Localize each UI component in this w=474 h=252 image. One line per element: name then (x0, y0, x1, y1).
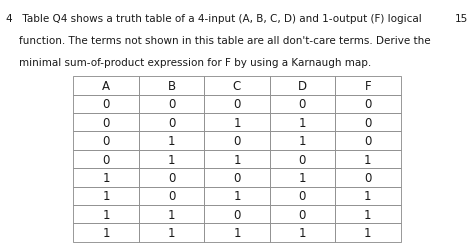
Text: 1: 1 (364, 190, 372, 203)
Bar (73, 95, 139, 114)
Text: 15: 15 (455, 14, 468, 24)
Bar (139, 132, 204, 150)
Text: 0: 0 (299, 190, 306, 203)
Text: C: C (233, 80, 241, 92)
Text: 0: 0 (168, 171, 175, 184)
Text: 1: 1 (299, 226, 306, 239)
Text: 0: 0 (364, 135, 372, 147)
Text: A: A (102, 80, 110, 92)
Text: 0: 0 (102, 116, 110, 129)
Bar (204, 187, 270, 205)
Bar (204, 224, 270, 242)
Bar (139, 95, 204, 114)
Bar (335, 114, 401, 132)
Text: B: B (167, 80, 176, 92)
Text: 1: 1 (233, 226, 241, 239)
Bar (139, 224, 204, 242)
Text: 0: 0 (102, 98, 110, 111)
Text: 1: 1 (364, 153, 372, 166)
Bar (73, 169, 139, 187)
Text: D: D (298, 80, 307, 92)
Bar (73, 132, 139, 150)
Bar (270, 187, 335, 205)
Bar (139, 169, 204, 187)
Bar (73, 187, 139, 205)
Text: 1: 1 (168, 135, 175, 147)
Text: 0: 0 (364, 116, 372, 129)
Bar (73, 205, 139, 224)
Bar (270, 150, 335, 169)
Text: 1: 1 (102, 208, 110, 221)
Bar (270, 77, 335, 95)
Text: function. The terms not shown in this table are all don't-care terms. Derive the: function. The terms not shown in this ta… (6, 36, 430, 46)
Bar (270, 132, 335, 150)
Bar (139, 114, 204, 132)
Text: 1: 1 (233, 153, 241, 166)
Text: 0: 0 (168, 116, 175, 129)
Bar (335, 187, 401, 205)
Text: F: F (365, 80, 371, 92)
Bar (73, 150, 139, 169)
Text: 0: 0 (299, 208, 306, 221)
Bar (204, 132, 270, 150)
Text: 0: 0 (168, 98, 175, 111)
Text: 0: 0 (364, 98, 372, 111)
Text: 1: 1 (168, 226, 175, 239)
Bar (139, 205, 204, 224)
Text: 0: 0 (299, 98, 306, 111)
Bar (335, 95, 401, 114)
Bar (204, 114, 270, 132)
Bar (270, 114, 335, 132)
Bar (335, 77, 401, 95)
Text: 0: 0 (364, 171, 372, 184)
Text: 1: 1 (299, 135, 306, 147)
Text: 0: 0 (233, 208, 241, 221)
Text: 0: 0 (102, 153, 110, 166)
Text: 1: 1 (364, 226, 372, 239)
Text: 1: 1 (299, 116, 306, 129)
Bar (139, 150, 204, 169)
Text: 0: 0 (233, 98, 241, 111)
Text: 1: 1 (168, 153, 175, 166)
Bar (335, 224, 401, 242)
Bar (204, 205, 270, 224)
Text: 1: 1 (299, 171, 306, 184)
Text: 1: 1 (102, 226, 110, 239)
Bar (139, 77, 204, 95)
Bar (270, 95, 335, 114)
Text: 4   Table Q4 shows a truth table of a 4-input (A, B, C, D) and 1-output (F) logi: 4 Table Q4 shows a truth table of a 4-in… (6, 14, 421, 24)
Text: 0: 0 (299, 153, 306, 166)
Bar (73, 224, 139, 242)
Text: 0: 0 (233, 135, 241, 147)
Bar (73, 77, 139, 95)
Text: 0: 0 (233, 171, 241, 184)
Bar (270, 205, 335, 224)
Text: 1: 1 (102, 190, 110, 203)
Bar (335, 150, 401, 169)
Bar (204, 77, 270, 95)
Bar (335, 132, 401, 150)
Text: 0: 0 (168, 190, 175, 203)
Text: 1: 1 (233, 116, 241, 129)
Bar (139, 187, 204, 205)
Bar (73, 114, 139, 132)
Bar (204, 95, 270, 114)
Text: 1: 1 (168, 208, 175, 221)
Bar (335, 205, 401, 224)
Bar (204, 150, 270, 169)
Bar (270, 224, 335, 242)
Bar (204, 169, 270, 187)
Bar (270, 169, 335, 187)
Text: 1: 1 (102, 171, 110, 184)
Text: 1: 1 (364, 208, 372, 221)
Text: 1: 1 (233, 190, 241, 203)
Text: 0: 0 (102, 135, 110, 147)
Bar (335, 169, 401, 187)
Text: minimal sum-of-product expression for F by using a Karnaugh map.: minimal sum-of-product expression for F … (6, 58, 371, 68)
